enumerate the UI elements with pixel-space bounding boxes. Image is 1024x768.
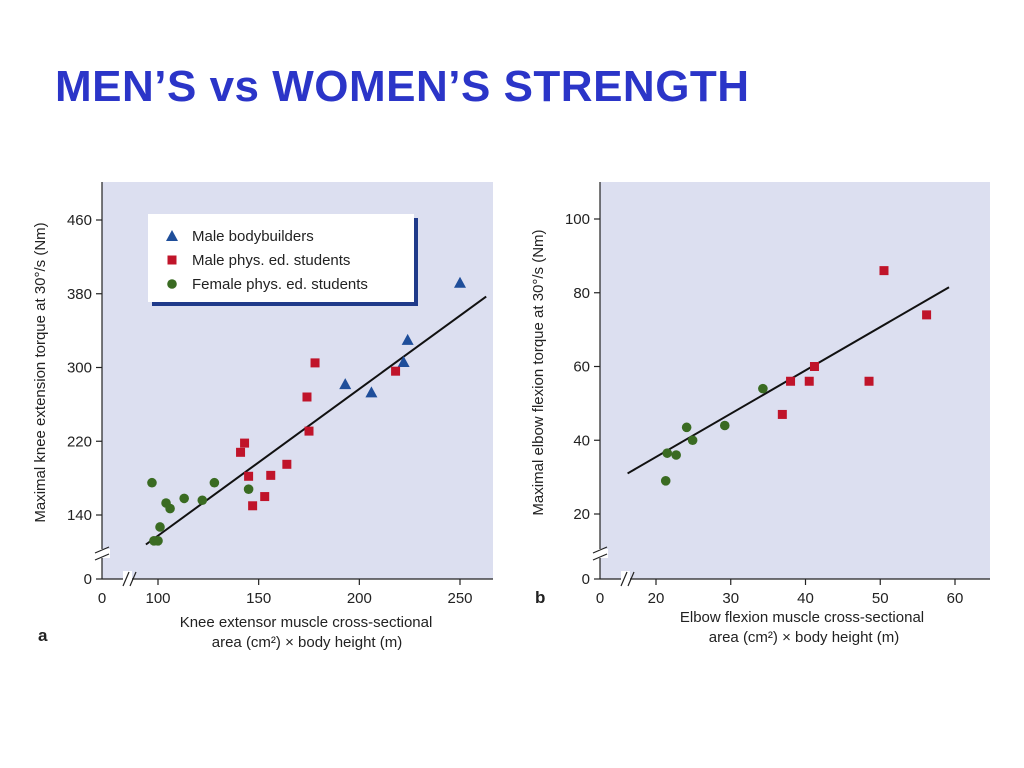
x-axis-break-mark <box>627 571 635 587</box>
series-triangle <box>339 276 466 398</box>
slide-title: MEN’S vs WOMEN’S STRENGTH <box>55 62 750 111</box>
x-tick-label: 200 <box>347 590 372 607</box>
legend-entry: Male phys. ed. students <box>192 252 350 269</box>
x-tick-label: 20 <box>648 590 665 607</box>
series-square <box>236 358 401 511</box>
y-tick-label: 140 <box>67 507 92 524</box>
data-point <box>879 266 889 276</box>
y-axis-label: Maximal elbow flexion torque at 30°/s (N… <box>530 229 547 515</box>
data-point <box>662 448 673 458</box>
y-tick-label: 60 <box>573 359 590 376</box>
data-point <box>809 362 819 371</box>
x-axis-break <box>123 571 132 587</box>
data-point <box>391 366 401 376</box>
data-point <box>165 503 175 514</box>
data-point <box>282 459 292 469</box>
y-tick-label: 220 <box>67 433 92 450</box>
x-tick-label: 250 <box>447 590 472 607</box>
data-point <box>302 392 312 402</box>
data-point <box>454 276 466 288</box>
x-axis-label-line1: Knee extensor muscle cross-sectional <box>180 614 433 631</box>
legend-entry: Male bodybuilders <box>192 228 314 245</box>
data-point <box>660 476 671 486</box>
data-point <box>401 333 414 345</box>
data-point <box>155 522 165 532</box>
panel-label: b <box>535 588 545 607</box>
x-axis-break-mark <box>620 571 628 587</box>
data-point <box>719 420 730 431</box>
data-point <box>197 495 208 506</box>
y-axis-break <box>592 549 608 558</box>
data-point <box>671 450 681 460</box>
x-axis-break-mark <box>122 571 130 587</box>
y-tick-label: 460 <box>67 212 92 229</box>
x-axis-label-line1: Elbow flexion muscle cross-sectional <box>680 609 924 626</box>
series-circle <box>147 477 254 546</box>
data-point <box>244 471 254 481</box>
x-tick-label: 100 <box>145 590 170 607</box>
y-axis-break-mark <box>592 546 608 554</box>
data-point <box>236 447 246 457</box>
chart-panel-a: 0 140 220 300 380 460 0 100 150 200 250 Maximal kne… <box>32 182 493 651</box>
legend-marker <box>166 230 178 241</box>
y-tick-label: 20 <box>573 506 590 523</box>
data-point <box>304 426 314 436</box>
x-tick-label: 50 <box>872 590 889 607</box>
x-tick-label: 30 <box>722 590 739 607</box>
data-point <box>681 422 692 433</box>
x-tick-label: 150 <box>246 590 271 607</box>
legend-marker <box>167 255 177 265</box>
y-axis-break <box>94 549 110 558</box>
data-point <box>804 376 814 386</box>
data-point <box>777 409 787 419</box>
legend-marker <box>167 279 177 289</box>
data-point <box>147 477 157 488</box>
series-circle <box>660 383 768 486</box>
data-point <box>243 484 254 494</box>
data-point <box>153 536 163 546</box>
data-point <box>365 386 378 398</box>
data-point <box>266 470 276 480</box>
y-axis-break-mark <box>94 553 110 561</box>
data-point <box>240 438 250 448</box>
x-axis-break <box>621 571 630 587</box>
y-tick-label: 380 <box>67 286 92 303</box>
legend-entry: Female phys. ed. students <box>192 276 368 293</box>
data-point <box>209 477 220 488</box>
data-point <box>260 492 270 502</box>
chart-panel-b: 0 20 40 60 80 100 0 20 30 40 50 60 Maximal elbow fle… <box>530 182 990 646</box>
panel-label: a <box>38 626 48 645</box>
data-point <box>179 493 189 504</box>
x-axis-label-line2: area (cm²) × body height (m) <box>212 634 402 651</box>
y-axis-break-mark <box>592 553 608 561</box>
x-axis-break-mark <box>129 571 137 587</box>
y-tick-label: 100 <box>565 211 590 228</box>
data-point <box>248 501 258 511</box>
x-tick-label: 60 <box>947 590 964 607</box>
y-tick-label: 0 <box>582 571 590 588</box>
data-point <box>687 435 698 446</box>
series-square <box>777 266 932 419</box>
y-tick-label: 0 <box>84 571 92 588</box>
data-point <box>310 358 320 368</box>
x-tick-label: 0 <box>596 590 604 607</box>
data-point <box>922 310 932 320</box>
data-point <box>397 355 410 367</box>
data-point <box>786 376 796 386</box>
x-tick-label: 0 <box>98 590 106 607</box>
x-tick-label: 40 <box>797 590 814 607</box>
x-axis-label-line2: area (cm²) × body height (m) <box>709 629 899 646</box>
y-tick-label: 80 <box>573 285 590 302</box>
data-point <box>758 383 768 394</box>
y-tick-label: 300 <box>67 360 92 377</box>
legend <box>148 214 414 302</box>
y-axis-break-mark <box>94 546 110 554</box>
y-tick-label: 40 <box>573 432 590 449</box>
y-axis-label: Maximal knee extension torque at 30°/s (… <box>32 222 49 522</box>
data-point <box>864 376 874 386</box>
data-point <box>339 378 352 390</box>
